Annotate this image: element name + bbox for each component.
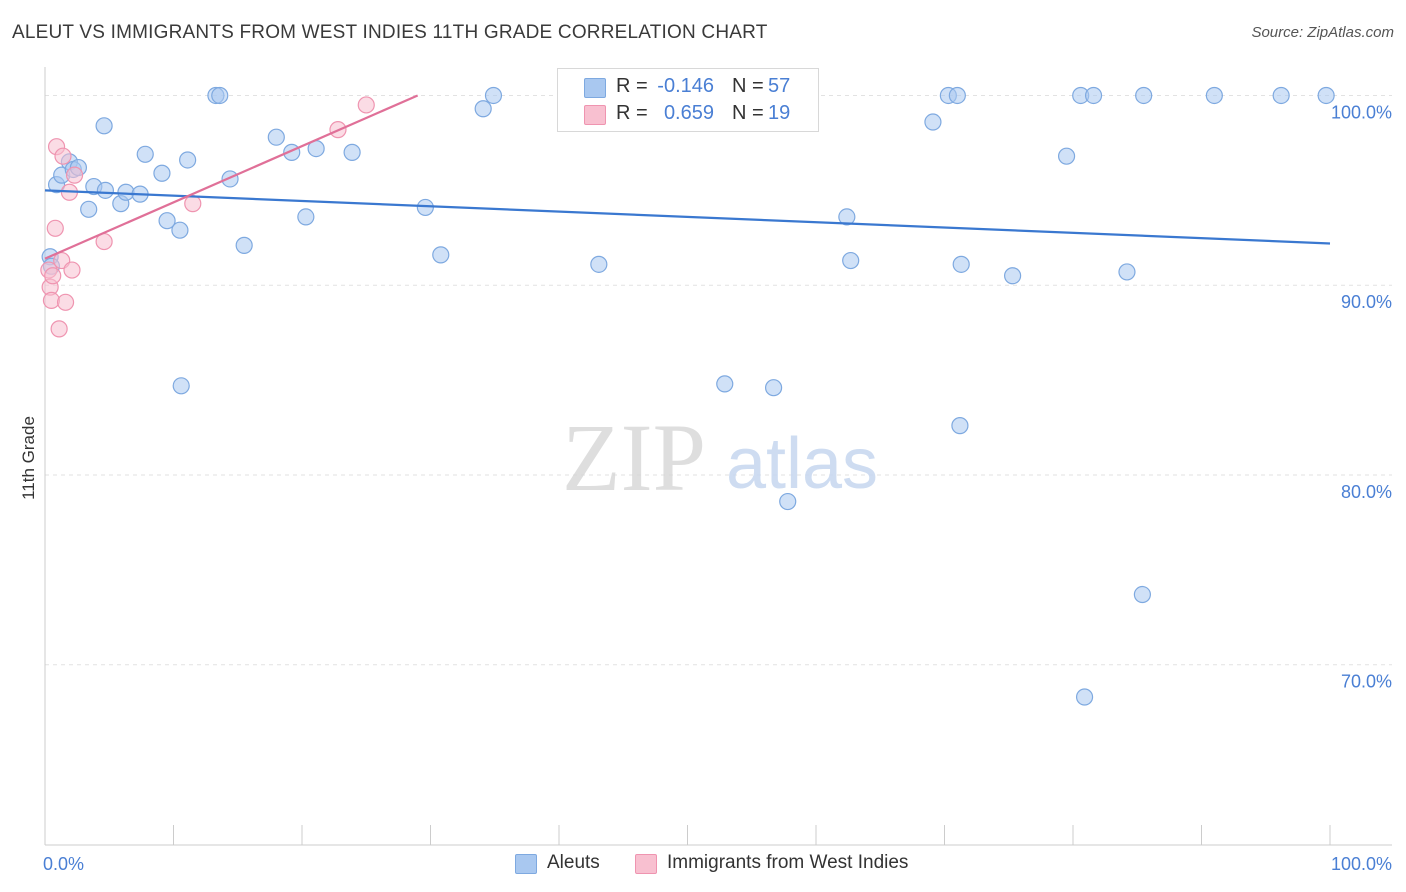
aleut-point (171, 221, 189, 239)
watermark: ZIP atlas (562, 404, 878, 511)
aleut-point (1084, 86, 1103, 105)
y-tick-label: 100.0% (1331, 102, 1392, 122)
aleut-point (297, 208, 315, 226)
aleut-point (343, 143, 361, 161)
aleut-point (179, 151, 197, 169)
west-indies-point (56, 293, 75, 311)
aleut-point (80, 200, 98, 218)
y-tick-label: 70.0% (1341, 672, 1392, 692)
west-indies-point (42, 291, 61, 309)
legend-swatch-west-indies (584, 105, 606, 125)
west-indies-point (50, 320, 68, 338)
aleut-point (764, 379, 783, 397)
aleut-point (948, 86, 966, 105)
aleut-point (158, 212, 176, 230)
chart-title: ALEUT VS IMMIGRANTS FROM WEST INDIES 11T… (12, 22, 768, 43)
aleut-point (172, 377, 190, 395)
aleut-point (1118, 263, 1136, 281)
axis-labels: 100.0% 90.0% 80.0% 70.0% 0.0% 100.0% (43, 102, 1392, 874)
aleut-point (1057, 147, 1076, 165)
bottom-label-aleuts: Aleuts (547, 852, 600, 873)
aleut-point (1075, 688, 1094, 706)
aleut-point (590, 255, 608, 273)
x-tick-label: 100.0% (1331, 854, 1392, 874)
aleut-point (432, 246, 450, 264)
aleut-point (1205, 86, 1223, 105)
west-indies-trend-line (44, 94, 419, 260)
aleut-trend-line (44, 189, 1331, 245)
y-tick-label: 80.0% (1341, 482, 1392, 502)
legend-n-label: N = (732, 75, 764, 97)
legend-r-value: -0.146 (657, 75, 714, 97)
aleut-point (235, 236, 253, 254)
aleut-point (951, 417, 969, 435)
aleut-point (416, 198, 434, 217)
aleut-point (95, 117, 113, 135)
aleut-point (716, 375, 734, 393)
aleut-point (1317, 86, 1335, 105)
legend-n-label: N = (732, 102, 764, 124)
aleut-point (211, 86, 229, 105)
aleut-point (484, 86, 503, 105)
aleut-point (1135, 86, 1153, 105)
west-indies-point (44, 267, 62, 285)
legend-n-value: 57 (768, 75, 791, 97)
aleut-point (842, 251, 860, 270)
west-indies-point (46, 219, 64, 237)
legend-r-value: 0.659 (663, 102, 714, 124)
west-indies-point (357, 96, 375, 114)
legend-swatch-aleuts (584, 78, 606, 98)
legend-n-value: 19 (768, 102, 791, 124)
x-tick-label: 0.0% (43, 854, 84, 874)
aleut-point (153, 164, 171, 182)
legend-row-west-indies: R = 0.659 N = 19 (558, 100, 818, 128)
aleut-point (924, 113, 942, 131)
watermark-zip: ZIP (562, 404, 706, 511)
west-indies-point (65, 166, 84, 184)
axes (44, 67, 1392, 846)
chart-source: Source: ZipAtlas.com (1251, 24, 1394, 41)
west-indies-point (63, 261, 81, 279)
legend-row-aleuts: R = -0.146 N = 57 (558, 73, 818, 101)
aleut-point (779, 492, 797, 511)
west-indies-point (184, 195, 202, 213)
trend-lines (44, 94, 1331, 260)
aleut-point (474, 100, 492, 118)
bottom-swatch-aleuts (515, 854, 537, 874)
aleut-point (1133, 585, 1151, 604)
correlation-legend: R = -0.146 N = 57 R = 0.659 N = 19 (557, 68, 819, 132)
aleut-point (96, 181, 114, 199)
aleut-point (1272, 86, 1290, 105)
y-tick-label: 90.0% (1341, 292, 1392, 312)
aleut-point (952, 255, 970, 273)
west-indies-point (54, 147, 72, 165)
aleut-point (136, 145, 154, 163)
aleut-point (838, 208, 856, 226)
aleut-point (117, 183, 135, 201)
legend-r-label: R = (616, 75, 648, 97)
bottom-label-west-indies: Immigrants from West Indies (667, 852, 909, 873)
y-axis-title: 11th Grade (19, 416, 38, 500)
aleut-point (1004, 267, 1022, 285)
watermark-atlas: atlas (726, 424, 878, 504)
bottom-swatch-west-indies (635, 854, 657, 874)
aleut-point (267, 128, 285, 146)
data-points (40, 86, 1335, 706)
legend-r-label: R = (616, 102, 648, 124)
